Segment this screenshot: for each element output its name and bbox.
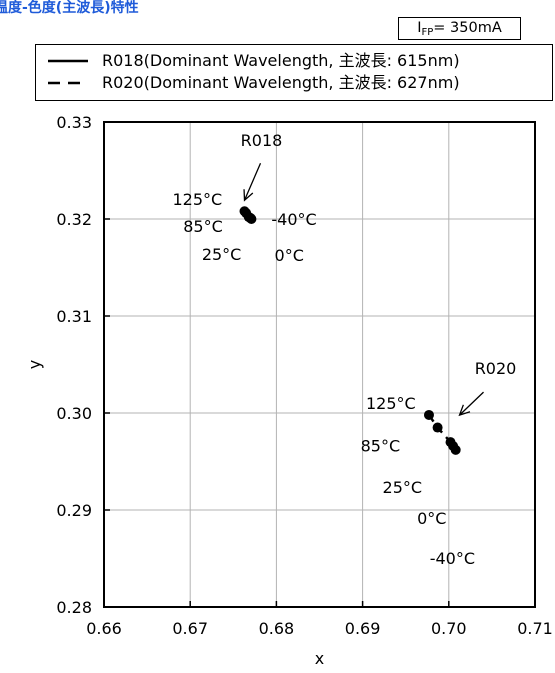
legend-label-r020: R020(Dominant Wavelength, 主波長: 627nm) xyxy=(102,73,460,92)
temperature-label: 85°C xyxy=(361,437,401,456)
point-layer xyxy=(239,206,461,455)
legend-solid-line-icon xyxy=(48,59,88,63)
annotation-arrow-r018 xyxy=(243,162,262,202)
condition-subscript: FP xyxy=(421,27,434,38)
data-point-r018 xyxy=(246,214,257,224)
annotation-layer: 125°C 85°C 25°C 0°C -40°C 125°C 85°C 25°C 0°C -40… xyxy=(173,131,517,568)
grid-layer xyxy=(103,121,536,608)
x-tick-label: 0.66 xyxy=(86,619,122,638)
temperature-label: 125°C xyxy=(366,394,416,413)
legend-label-r018: R018(Dominant Wavelength, 主波長: 615nm) xyxy=(102,51,460,70)
data-point-r020 xyxy=(450,444,461,455)
y-tick-label: 0.32 xyxy=(56,210,92,229)
data-point-r020 xyxy=(432,422,443,433)
y-tick-label: 0.30 xyxy=(56,404,92,423)
chart-legend: R018(Dominant Wavelength, 主波長: 615nm) R0… xyxy=(35,44,553,101)
condition-main: I xyxy=(417,20,422,36)
y-tick-label: 0.31 xyxy=(56,307,92,326)
series-annotation-r020: R020 xyxy=(475,359,517,378)
y-tick-label: 0.28 xyxy=(56,598,92,617)
temperature-label: 0°C xyxy=(417,509,446,528)
condition-value: = 350mA xyxy=(433,20,502,36)
x-tick-label: 0.68 xyxy=(259,619,295,638)
y-tick-label: 0.29 xyxy=(56,501,92,520)
x-tick-label: 0.71 xyxy=(517,619,553,638)
x-axis-label: x xyxy=(315,649,324,668)
data-point-r020 xyxy=(423,409,434,420)
legend-dashed-line-icon xyxy=(48,81,88,85)
temperature-label: 25°C xyxy=(202,245,242,264)
series-annotation-r018: R018 xyxy=(241,131,283,150)
x-tick-label: 0.67 xyxy=(172,619,208,638)
y-axis-label: y xyxy=(25,360,44,369)
x-tick-label: 0.70 xyxy=(431,619,467,638)
plot-frame xyxy=(103,121,536,608)
x-tick-label: 0.69 xyxy=(345,619,381,638)
y-tick-label: 0.33 xyxy=(56,113,92,132)
temperature-label: -40°C xyxy=(430,549,475,568)
legend-entry-r018: R018(Dominant Wavelength, 主波長: 615nm) xyxy=(44,50,549,72)
temperature-label: -40°C xyxy=(271,210,316,229)
condition-box: IFP= 350mA xyxy=(398,17,521,40)
annotation-arrow-r020 xyxy=(458,391,484,417)
temperature-label: 125°C xyxy=(173,190,223,209)
temperature-label: 85°C xyxy=(183,217,223,236)
tick-layer: 0.66 0.67 0.68 0.69 0.70 0.71 0.28 0.29 0.30 0.31… xyxy=(56,113,552,638)
temperature-label: 25°C xyxy=(383,478,423,497)
page-title: 温度-色度(主波長)特性 xyxy=(0,0,139,16)
temperature-label: 0°C xyxy=(275,246,304,265)
legend-entry-r020: R020(Dominant Wavelength, 主波長: 627nm) xyxy=(44,72,549,94)
